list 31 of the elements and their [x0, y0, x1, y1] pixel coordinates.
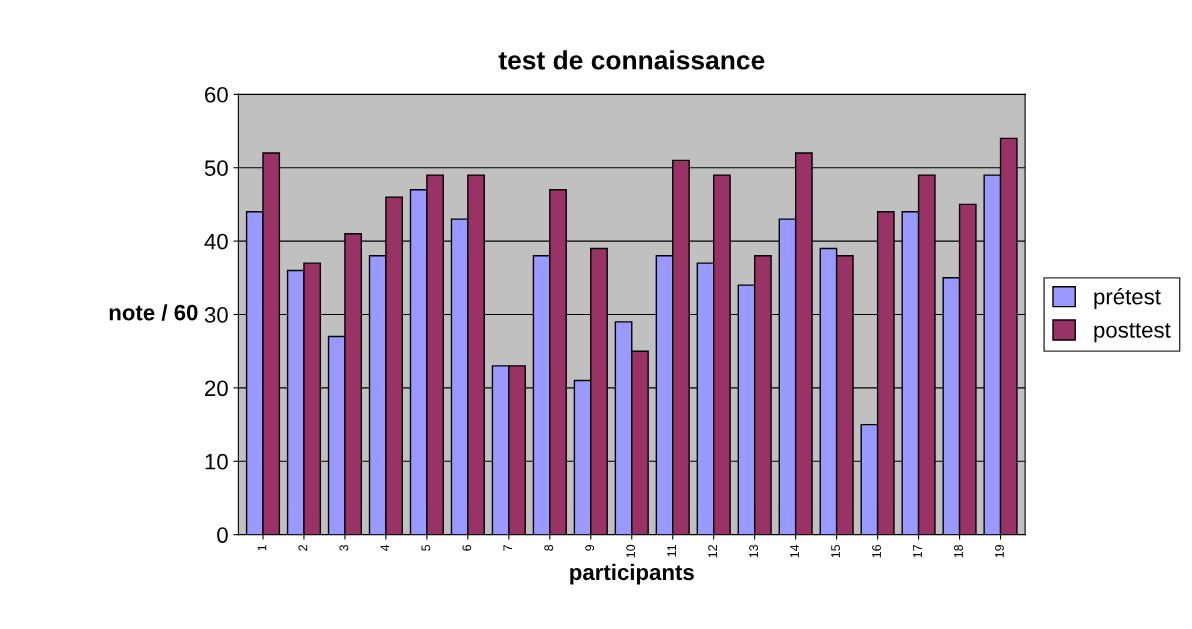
- y-tick-label: 40: [204, 233, 228, 250]
- legend-label: posttest: [1094, 323, 1171, 343]
- y-tick-label: 10: [205, 453, 228, 470]
- x-tick-label: 16: [872, 544, 881, 558]
- x-tick-label: 18: [954, 544, 963, 558]
- chart-title: test de connaissance: [498, 50, 765, 70]
- x-tick-label: 19: [995, 544, 1004, 558]
- y-tick-label: 60: [205, 86, 228, 103]
- x-tick-label: 2: [298, 545, 308, 551]
- x-tick-label: 17: [913, 545, 922, 558]
- x-tick-label: 15: [831, 544, 840, 558]
- x-tick-label: 11: [667, 544, 676, 557]
- x-tick-label: 14: [790, 544, 799, 558]
- x-tick-label: 3: [339, 544, 349, 551]
- x-tick-label: 1: [257, 544, 267, 551]
- legend-label: prétest: [1094, 287, 1161, 309]
- x-tick-label: 13: [749, 544, 759, 558]
- x-tick-label: 9: [585, 544, 595, 551]
- x-axis-title: participants: [570, 563, 694, 585]
- y-tick-label: 50: [204, 160, 228, 176]
- x-tick-label: 4: [380, 544, 390, 552]
- y-axis-title: note / 60: [109, 304, 198, 321]
- y-tick-label: 0: [217, 527, 228, 543]
- x-tick-label: 8: [544, 544, 554, 551]
- y-tick-label: 30: [204, 307, 228, 323]
- x-tick-label: 12: [708, 545, 717, 558]
- x-tick-label: 7: [503, 545, 513, 551]
- y-tick-label: 20: [205, 380, 228, 397]
- x-tick-label: 5: [421, 544, 431, 551]
- x-tick-label: 10: [626, 544, 636, 558]
- x-tick-label: 6: [462, 544, 472, 551]
